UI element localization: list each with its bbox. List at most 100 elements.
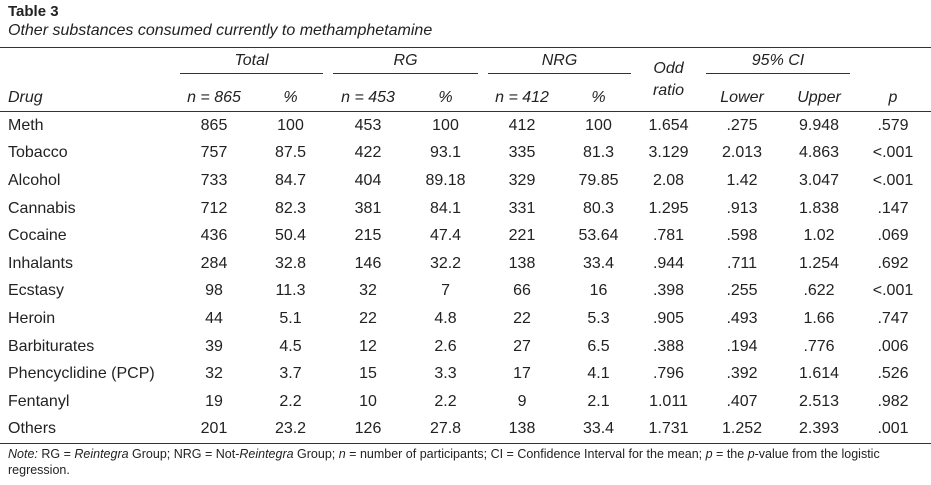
table-cell: .398 [652, 282, 685, 300]
table-cell: 23.2 [253, 415, 329, 445]
table-cell: 453 [354, 116, 382, 134]
table-note: Note: RG = Reintegra Group; NRG = Not-Re… [8, 446, 928, 478]
table-cell: 757 [200, 144, 228, 162]
table-cell: <.001 [872, 144, 914, 162]
table-body: Meth 865 100 453 100 412 100 1.654 .275 9.948 .579… [0, 112, 931, 445]
table-cell: .598 [726, 227, 758, 245]
table-row: Barbiturates 39 4.5 12 2.6 27 6.5 .388 .194 .776.… [0, 333, 931, 361]
table-cell: 100 [432, 116, 459, 134]
table-cell: 3.3 [434, 365, 457, 383]
table-cell: 215 [354, 227, 382, 245]
column-header-row: Drug n = 865% n = 453% n = 412% Lower Upper p [0, 78, 931, 112]
table-cell: 22 [359, 309, 377, 327]
table-cell: 4.1 [587, 365, 610, 383]
table-cell: 32 [359, 282, 377, 300]
table-cell: 1.02 [803, 227, 835, 245]
column-header: % [561, 78, 637, 112]
note-text: Group; NRG = Not- [128, 447, 240, 461]
table-cell: 100 [277, 116, 304, 134]
table-cell: Fentanyl [8, 392, 70, 410]
table-cell: 32.2 [429, 254, 462, 272]
table-cell: Meth [8, 116, 44, 134]
table-row: Fentanyl 19 2.2 10 2.2 9 2.1 1.011 .407 2.513 .982 [0, 388, 931, 416]
table-cell: .747 [877, 309, 909, 327]
table-cell: 16 [589, 282, 608, 300]
table-row: Meth 865 100 453 100 412 100 1.654 .275 9.948 .579 [0, 112, 931, 140]
table-cell: 5.3 [587, 309, 610, 327]
table-subtitle: Other substances consumed currently to m… [8, 22, 433, 39]
table-row: Tobacco 757 87.5 422 93.1 335 81.3 3.129 2.013 4.… [0, 140, 931, 168]
table-cell: .944 [652, 254, 685, 272]
table-cell: .622 [803, 282, 835, 300]
note-text: Reintegra [239, 447, 294, 461]
table-cell: Phencyclidine (PCP) [8, 365, 155, 383]
table-cell: Cannabis [8, 199, 76, 217]
table-cell: .407 [726, 392, 758, 410]
table-cell: .776 [803, 337, 835, 355]
table-cell: 84.7 [274, 171, 307, 189]
table-cell: 2.08 [652, 171, 685, 189]
table-cell: Alcohol [8, 171, 61, 189]
table-row: Heroin 44 5.1 22 4.8 22 5.3 .905 .493 1.66 .747 [0, 305, 931, 333]
table-cell: Inhalants [8, 254, 73, 272]
table-cell: 2.2 [279, 392, 302, 410]
table-cell: 422 [354, 144, 382, 162]
table-cell: 329 [508, 171, 536, 189]
table-cell: 4.863 [798, 144, 840, 162]
column-header: n = 412 [483, 78, 562, 112]
table-cell: 1.252 [701, 415, 784, 445]
table-cell: 126 [328, 415, 409, 445]
table-cell: 201 [175, 415, 253, 445]
table-row: Alcohol 733 84.7 404 89.18 329 79.85 2.08 1.42 3.… [0, 167, 931, 195]
table-cell: 10 [359, 392, 377, 410]
note-text: p [747, 447, 755, 461]
table-cell: 47.4 [429, 227, 462, 245]
table-cell: .255 [726, 282, 758, 300]
table-cell: 712 [200, 199, 228, 217]
table-row: Cocaine 436 50.4 215 47.4 221 53.64 .781 .598 1.0… [0, 222, 931, 250]
table-cell: 50.4 [274, 227, 307, 245]
table-cell: 82.3 [274, 199, 307, 217]
table-cell: .194 [726, 337, 758, 355]
note-text: = the [712, 447, 748, 461]
table-cell: 2.6 [434, 337, 457, 355]
table-row: Inhalants 284 32.8 146 32.2 138 33.4 .944 .711 1.… [0, 250, 931, 278]
group-header: RG [333, 52, 479, 74]
table-row: Others 201 23.2 126 27.8 138 33.4 1.731 1.252 2.3… [0, 415, 931, 445]
table-cell: 2.013 [721, 144, 763, 162]
table-cell: 4.5 [279, 337, 302, 355]
table-cell: 15 [359, 365, 377, 383]
table-cell: 87.5 [274, 144, 307, 162]
table-cell: 66 [513, 282, 531, 300]
table-cell: .982 [877, 392, 909, 410]
table-cell: 53.64 [578, 227, 619, 245]
table-cell: 32.8 [274, 254, 307, 272]
table-cell: 2.393 [783, 415, 856, 445]
column-header: Drug [0, 78, 175, 112]
table-cell: 221 [508, 227, 536, 245]
table-cell: <.001 [872, 282, 914, 300]
table-cell: .913 [726, 199, 758, 217]
column-header: n = 453 [328, 78, 409, 112]
note-text: n [338, 447, 346, 461]
table-cell: 98 [205, 282, 223, 300]
table-cell: 146 [354, 254, 382, 272]
note-text: -value from the logistic regression. [8, 447, 880, 477]
table-cell: 335 [508, 144, 536, 162]
table-cell: 27.8 [408, 415, 484, 445]
table-cell: 89.18 [425, 171, 466, 189]
table-cell: 80.3 [582, 199, 615, 217]
table-cell: 1.66 [803, 309, 835, 327]
table-cell: .526 [877, 365, 909, 383]
table-row: Cannabis 712 82.3 381 84.1 331 80.3 1.295 .913 1.… [0, 195, 931, 223]
table-cell: 138 [508, 254, 536, 272]
table-cell: 39 [205, 337, 223, 355]
table-cell: 2.513 [798, 392, 840, 410]
column-header: % [253, 78, 329, 112]
table-cell: 436 [200, 227, 228, 245]
table-cell: 2.1 [587, 392, 610, 410]
note-text: p [705, 447, 713, 461]
table-cell: 1.011 [649, 392, 688, 410]
table-cell: 6.5 [587, 337, 610, 355]
